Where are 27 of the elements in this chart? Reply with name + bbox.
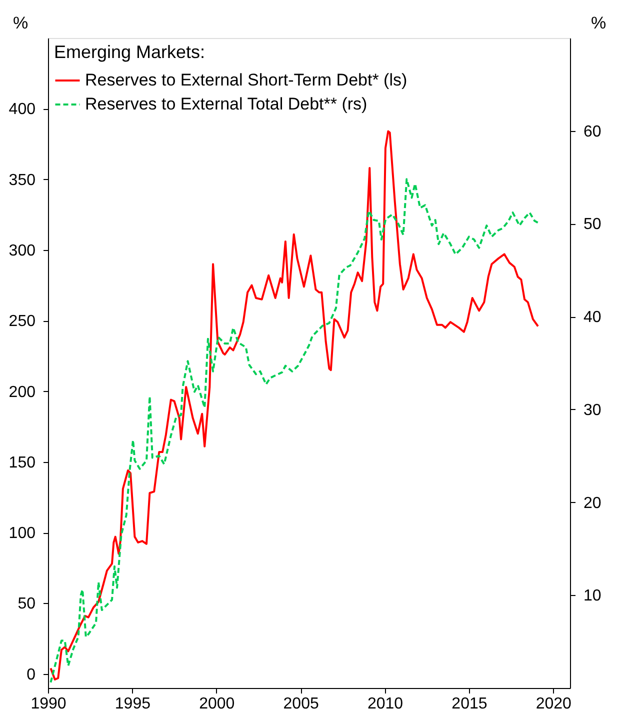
y-tick-label: 200 bbox=[8, 384, 36, 401]
x-tick-label: 2000 bbox=[199, 696, 235, 712]
y2-tick-label: 60 bbox=[584, 123, 602, 140]
y-tick-label: 50 bbox=[18, 596, 36, 613]
legend-title: Emerging Markets: bbox=[54, 42, 206, 62]
x-tick-label: 2005 bbox=[283, 696, 319, 712]
y-tick-label: 350 bbox=[8, 172, 36, 189]
legend-label: Reserves to External Short-Term Debt* (ls) bbox=[85, 70, 408, 90]
y2-tick-label: 20 bbox=[584, 494, 602, 512]
y-tick-label: 0 bbox=[26, 666, 36, 684]
y-tick-label: 300 bbox=[8, 242, 36, 260]
x-tick-label: 2015 bbox=[452, 696, 488, 712]
legend-label: Reserves to External Total Debt** (rs) bbox=[85, 94, 368, 114]
y2-tick-label: 50 bbox=[584, 216, 602, 234]
y-tick-label: 100 bbox=[8, 525, 36, 542]
y2-tick-label: 10 bbox=[584, 588, 602, 605]
y2-axis-title: % bbox=[590, 14, 606, 32]
y-tick-label: 400 bbox=[8, 101, 36, 118]
y2-tick-label: 30 bbox=[584, 402, 602, 419]
y-axis-title: % bbox=[12, 14, 28, 32]
x-tick-label: 2010 bbox=[367, 696, 404, 712]
x-tick-label: 2020 bbox=[536, 696, 572, 712]
x-tick-label: 1995 bbox=[114, 696, 151, 712]
y-tick-label: 250 bbox=[8, 313, 36, 330]
y-tick-label: 150 bbox=[8, 454, 36, 472]
y2-tick-label: 40 bbox=[584, 309, 602, 326]
x-tick-label: 1990 bbox=[30, 696, 66, 712]
